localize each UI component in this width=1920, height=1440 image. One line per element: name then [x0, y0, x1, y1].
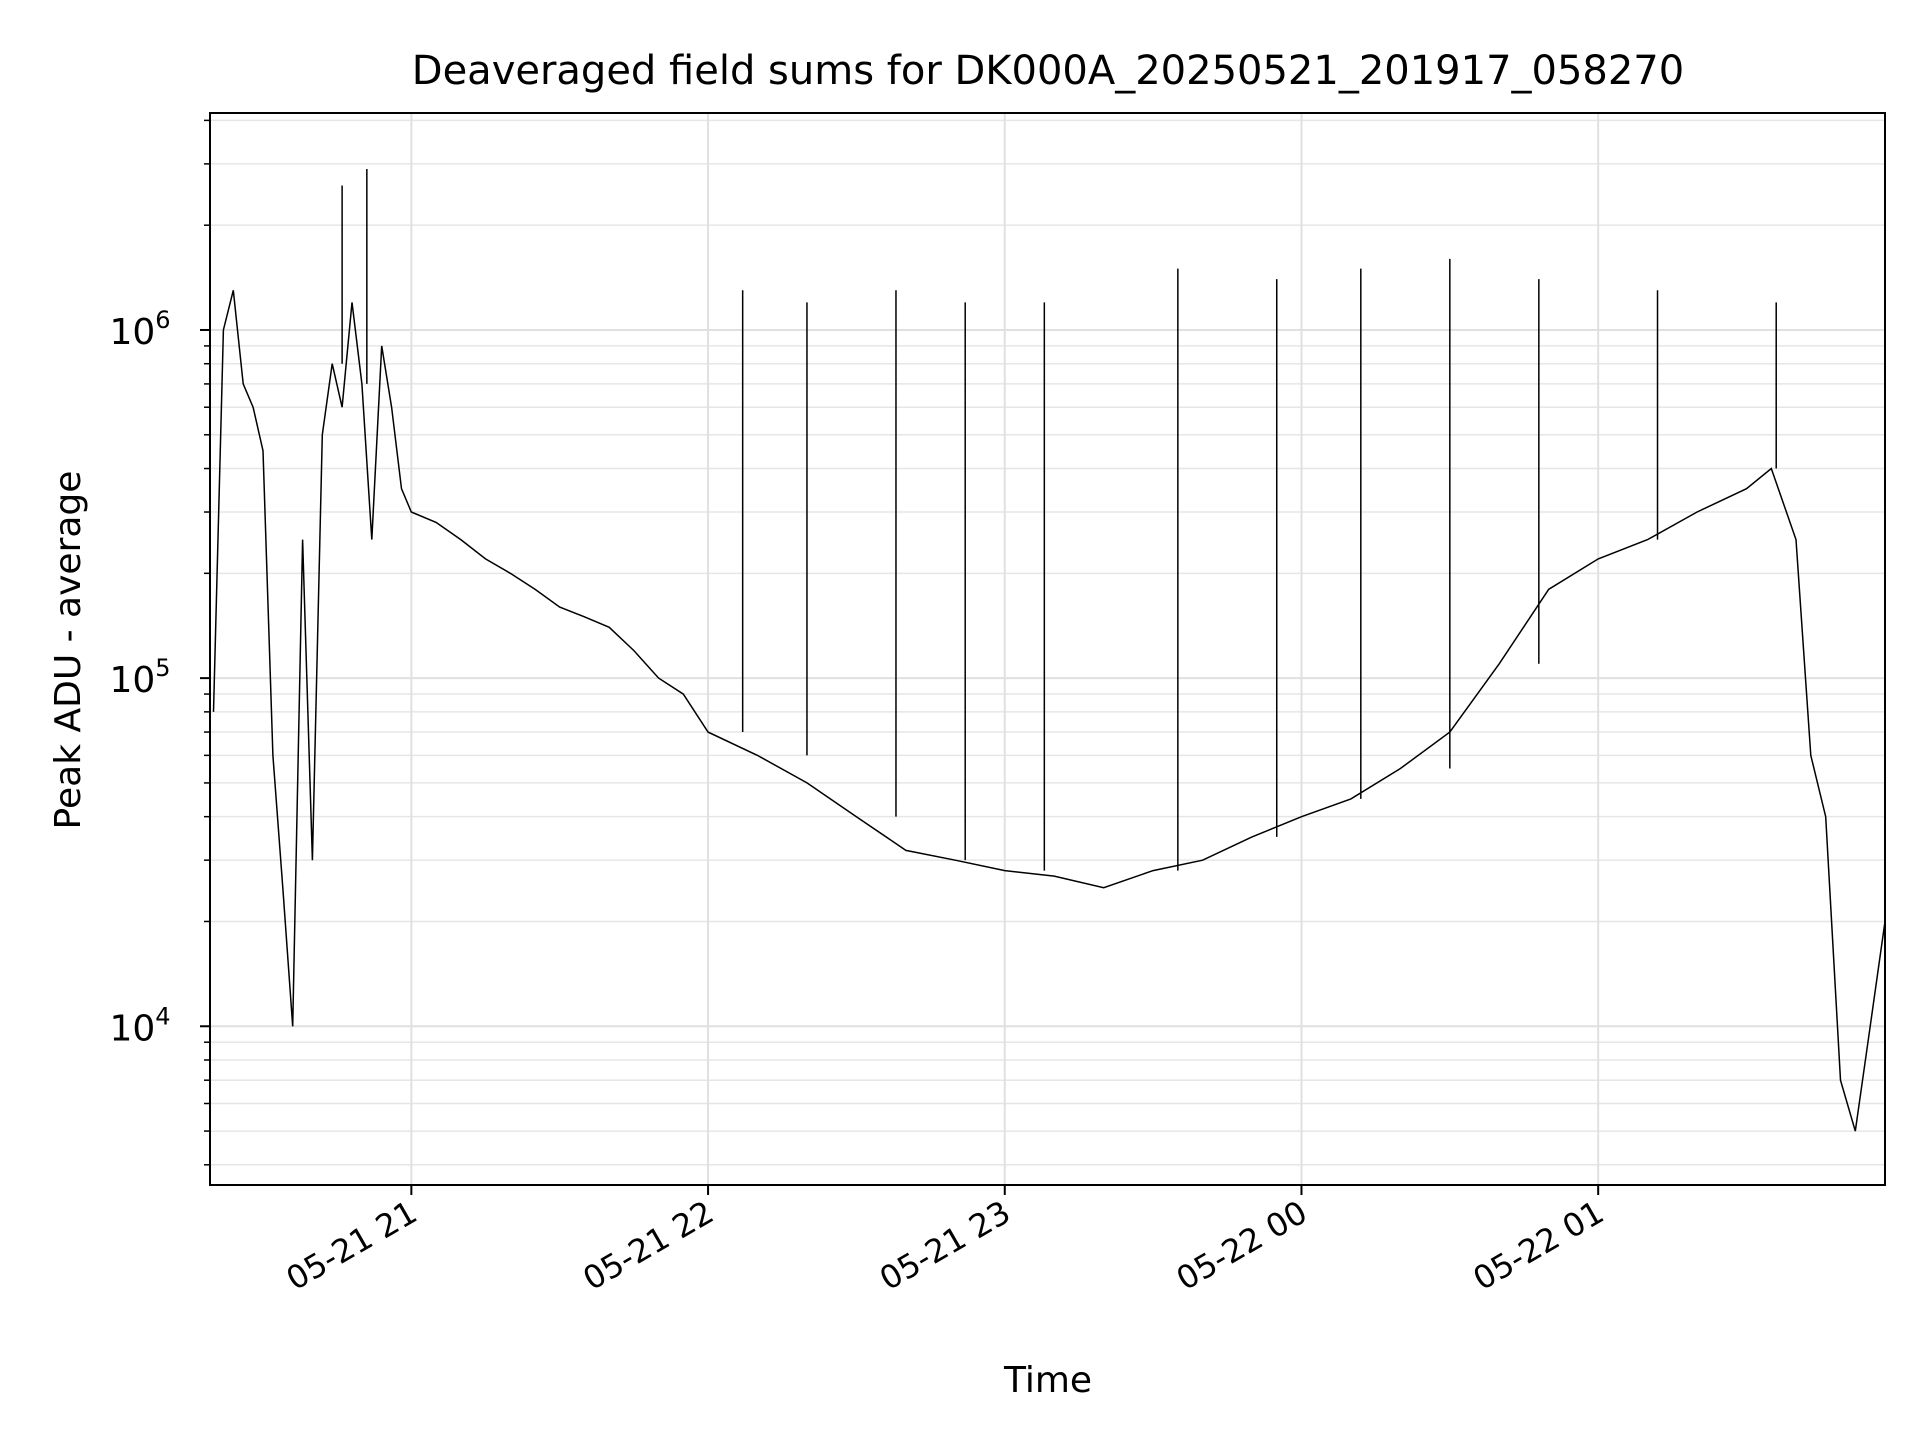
x-tick-label: 05-22 00 [1170, 1193, 1314, 1298]
x-tick-label: 05-22 01 [1467, 1193, 1611, 1298]
plot-area-frame [209, 112, 1886, 1186]
chart-title: Deaveraged field sums for DK000A_2025052… [412, 48, 1684, 94]
axis-ticks: 05-21 21 05-21 22 05-21 23 05-22 00 05-22 01… [109, 119, 1611, 1298]
data-line [212, 290, 1886, 1132]
x-axis-label: Time [1003, 1360, 1092, 1401]
x-tick-label: 05-21 22 [576, 1193, 720, 1298]
y-tick-label: 105 [109, 654, 170, 701]
grid [210, 113, 1885, 1185]
y-tick-label: 106 [109, 306, 170, 353]
data-line-group [212, 168, 1886, 1132]
y-tick-label: 104 [109, 1002, 170, 1049]
x-tick-label: 05-21 23 [873, 1193, 1017, 1298]
y-axis-label: Peak ADU - average [48, 471, 89, 830]
x-tick-label: 05-21 21 [280, 1193, 424, 1298]
